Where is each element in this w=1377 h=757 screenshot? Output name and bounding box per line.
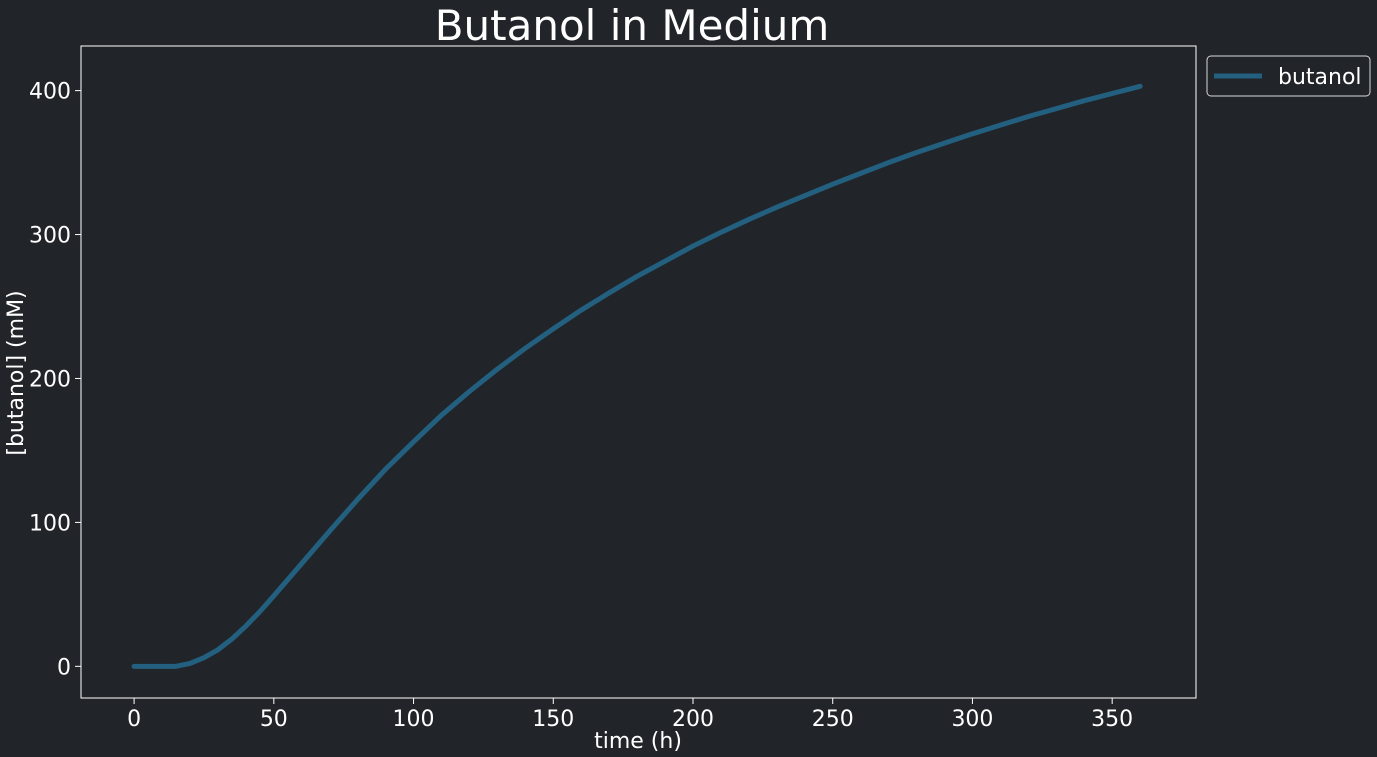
x-tick-label-0: 0 <box>127 707 141 732</box>
axes-frame <box>80 45 1197 699</box>
chart-title: Butanol in Medium <box>435 1 830 50</box>
x-tick-label-150: 150 <box>532 707 574 732</box>
series-layer <box>131 83 1143 669</box>
y-tick-label-100: 100 <box>29 511 71 536</box>
series-line-butanol <box>131 83 1143 669</box>
x-tick-label-200: 200 <box>672 707 714 732</box>
legend-label-butanol: butanol <box>1278 65 1362 90</box>
legend: butanol <box>1206 55 1371 97</box>
y-axis: 0 100 200 300 400 <box>29 80 81 680</box>
y-tick-label-400: 400 <box>29 80 71 105</box>
x-tick-label-350: 350 <box>1091 707 1133 732</box>
x-tick-label-100: 100 <box>393 707 435 732</box>
x-axis: 0 50 100 150 200 250 300 350 <box>127 698 1133 732</box>
x-tick-label-250: 250 <box>812 707 854 732</box>
legend-box <box>1206 55 1371 97</box>
x-tick-label-50: 50 <box>260 707 288 732</box>
y-tick-label-300: 300 <box>29 224 71 249</box>
x-tick-label-300: 300 <box>951 707 993 732</box>
y-tick-label-200: 200 <box>29 367 71 392</box>
x-axis-label: time (h) <box>594 729 682 754</box>
plot-area: 0 50 100 150 200 250 300 350 0 100 200 300 400 <box>29 45 1197 732</box>
y-axis-label: [butanol] (mM) <box>4 290 29 455</box>
y-tick-label-0: 0 <box>57 655 71 680</box>
